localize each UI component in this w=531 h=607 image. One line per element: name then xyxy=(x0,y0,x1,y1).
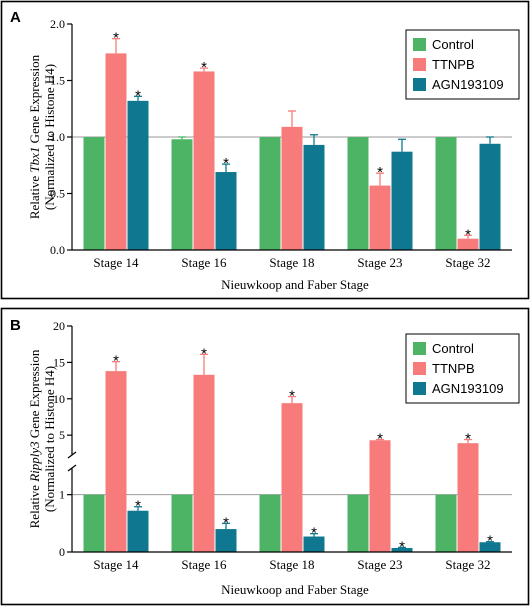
y-tick-label: 20 xyxy=(53,319,65,333)
significance-star: * xyxy=(289,388,295,405)
axis-break-mark xyxy=(67,451,77,459)
legend-swatch-control xyxy=(413,342,426,355)
legend: Control TTNPB AGN193109 xyxy=(405,29,520,100)
panel-a-label: A xyxy=(10,9,21,26)
bar-control-stage-32 xyxy=(435,494,457,552)
significance-star: * xyxy=(465,431,471,448)
significance-star: * xyxy=(135,87,141,104)
y-tick-label: 0.0 xyxy=(50,243,65,257)
y-tick-label: 15 xyxy=(53,355,65,369)
legend-label-control: Control xyxy=(432,341,474,356)
y-tick-label: 5 xyxy=(59,428,65,442)
legend-swatch-control xyxy=(413,38,426,51)
legend-label-control: Control xyxy=(432,37,474,52)
axis-break-mark xyxy=(67,464,77,472)
significance-star: * xyxy=(311,525,317,542)
y-tick-label: 1.0 xyxy=(50,130,65,144)
significance-star: * xyxy=(113,30,119,47)
bar-agn193109-stage-23 xyxy=(391,547,413,552)
bar-control-stage-14 xyxy=(83,494,105,552)
panel-a-frame xyxy=(0,0,530,300)
x-tick-label: Stage 18 xyxy=(269,557,314,572)
x-tick-label: Stage 32 xyxy=(445,557,490,572)
x-tick-label: Stage 32 xyxy=(445,255,490,270)
significance-star: * xyxy=(465,226,471,243)
bar-ttnpb-stage-23 xyxy=(369,185,391,250)
bar-control-stage-16 xyxy=(171,494,193,552)
legend-swatch-ttnpb xyxy=(413,58,426,71)
bar-agn193109-stage-16 xyxy=(215,529,237,552)
x-tick-label: Stage 23 xyxy=(357,557,402,572)
x-tick-label: Stage 16 xyxy=(181,255,227,270)
bar-control-stage-14 xyxy=(83,137,105,250)
significance-star: * xyxy=(223,155,229,172)
significance-star: * xyxy=(201,345,207,362)
significance-star: * xyxy=(201,59,207,76)
significance-star: * xyxy=(113,353,119,370)
bar-ttnpb-stage-23 xyxy=(369,440,391,552)
bar-control-stage-23 xyxy=(347,137,369,250)
legend-label-agn193109: AGN193109 xyxy=(432,381,504,396)
bar-agn193109-stage-14 xyxy=(127,100,149,250)
significance-star: * xyxy=(377,164,383,181)
y-tick-label: 2.0 xyxy=(50,17,65,31)
significance-star: * xyxy=(377,431,383,448)
x-tick-label: Stage 14 xyxy=(93,255,139,270)
bar-ttnpb-stage-32 xyxy=(457,238,479,250)
panel-b-xlabel: Nieuwkoop and Faber Stage xyxy=(221,582,369,597)
bar-agn193109-stage-14 xyxy=(127,510,149,552)
legend: Control TTNPB AGN193109 xyxy=(405,333,520,404)
significance-star: * xyxy=(223,514,229,531)
panel-a-ylabel-line2: (Normalized to Histone H4) xyxy=(42,64,57,210)
bar-agn193109-stage-18 xyxy=(303,144,325,250)
x-tick-label: Stage 18 xyxy=(269,255,314,270)
bar-control-stage-23 xyxy=(347,494,369,552)
legend-label-agn193109: AGN193109 xyxy=(432,77,504,92)
significance-star: * xyxy=(399,538,405,555)
bar-control-stage-16 xyxy=(171,139,193,250)
x-tick-label: Stage 23 xyxy=(357,255,402,270)
significance-star: * xyxy=(487,533,493,550)
panel-b-label: B xyxy=(10,317,21,334)
panel-a-plot: * * Stage 14 * * Stage 16 Stage 18 * Stage 23 * St… xyxy=(50,17,520,270)
legend-swatch-agn193109 xyxy=(413,382,426,395)
legend-swatch-agn193109 xyxy=(413,78,426,91)
bar-control-stage-18 xyxy=(259,137,281,250)
bar-ttnpb-stage-18 xyxy=(281,126,303,250)
bar-ttnpb-stage-32 xyxy=(457,443,479,552)
bar-ttnpb-stage-16 xyxy=(193,71,215,251)
legend-label-ttnpb: TTNPB xyxy=(432,57,475,72)
bar-ttnpb-stage-14 xyxy=(105,371,127,552)
bar-ttnpb-stage-14 xyxy=(105,53,127,250)
panel-a-ylabel: Relative Tbx1 Gene Expression xyxy=(27,54,42,219)
y-tick-label: 1 xyxy=(59,488,65,502)
panel-b-plot: * * Stage 14 * * Stage 16 * * Stage 18 * * Stage 23… xyxy=(53,319,520,572)
bar-agn193109-stage-18 xyxy=(303,536,325,552)
y-tick-label: 0 xyxy=(59,545,65,559)
panel-b-frame xyxy=(0,307,530,606)
panel-b-ylabel-line2: (Normalized to Histone H4) xyxy=(42,366,57,512)
y-tick-label: 10 xyxy=(53,392,65,406)
bar-agn193109-stage-32 xyxy=(479,542,501,552)
x-tick-label: Stage 14 xyxy=(93,557,139,572)
bar-agn193109-stage-32 xyxy=(479,143,501,250)
significance-star: * xyxy=(135,498,141,515)
bar-ttnpb-stage-16 xyxy=(193,374,215,552)
legend-label-ttnpb: TTNPB xyxy=(432,361,475,376)
bar-control-stage-32 xyxy=(435,137,457,250)
bar-control-stage-18 xyxy=(259,494,281,552)
bar-ttnpb-stage-18 xyxy=(281,403,303,552)
panel-a-xlabel: Nieuwkoop and Faber Stage xyxy=(221,277,369,292)
y-tick-label: 1.5 xyxy=(50,74,65,88)
panel-b-ylabel: Relative Ripply3 Gene Expression xyxy=(27,349,42,528)
bar-agn193109-stage-16 xyxy=(215,172,237,250)
y-tick-label: 0.5 xyxy=(50,187,65,201)
bar-agn193109-stage-23 xyxy=(391,151,413,250)
legend-swatch-ttnpb xyxy=(413,362,426,375)
x-tick-label: Stage 16 xyxy=(181,557,227,572)
